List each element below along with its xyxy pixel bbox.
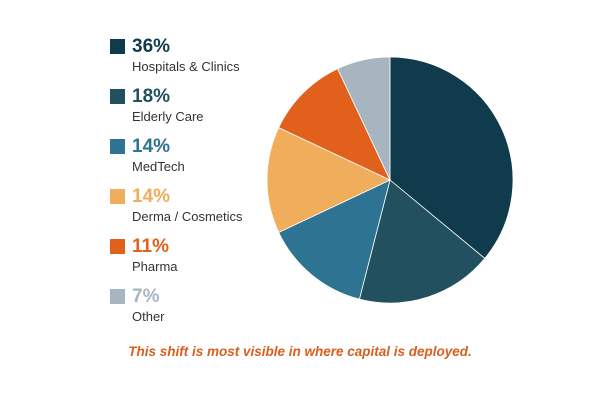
legend-item: 36% Hospitals & Clinics (110, 36, 280, 88)
pie-slice (337, 56, 391, 181)
legend-label: Derma / Cosmetics (132, 209, 243, 224)
chart-caption: This shift is most visible in where capi… (128, 344, 472, 359)
legend-swatch (110, 289, 125, 304)
legend-percentage: 11% (132, 236, 169, 257)
legend: 36% Hospitals & Clinics 18% Elderly Care 14%… (110, 36, 280, 338)
legend-swatch (110, 39, 125, 54)
pie-chart (266, 56, 514, 304)
pie-slice (278, 179, 391, 300)
legend-item: 7% Other (110, 286, 280, 338)
pie-slice (358, 179, 486, 304)
legend-label: Pharma (132, 259, 178, 274)
legend-item: 14% MedTech (110, 136, 280, 188)
legend-label: Hospitals & Clinics (132, 59, 240, 74)
legend-percentage: 14% (132, 186, 171, 207)
legend-item: 11% Pharma (110, 236, 280, 288)
legend-label: Other (132, 309, 165, 324)
legend-swatch (110, 239, 125, 254)
pie-slice (266, 127, 391, 233)
legend-swatch (110, 139, 125, 154)
pie-slice (389, 56, 514, 259)
legend-percentage: 7% (132, 286, 160, 307)
legend-item: 14% Derma / Cosmetics (110, 186, 280, 238)
legend-swatch (110, 89, 125, 104)
legend-percentage: 36% (132, 36, 171, 57)
legend-percentage: 14% (132, 136, 171, 157)
legend-percentage: 18% (132, 86, 171, 107)
legend-swatch (110, 189, 125, 204)
legend-label: MedTech (132, 159, 185, 174)
legend-label: Elderly Care (132, 109, 204, 124)
legend-item: 18% Elderly Care (110, 86, 280, 138)
pie-slice (278, 68, 391, 181)
